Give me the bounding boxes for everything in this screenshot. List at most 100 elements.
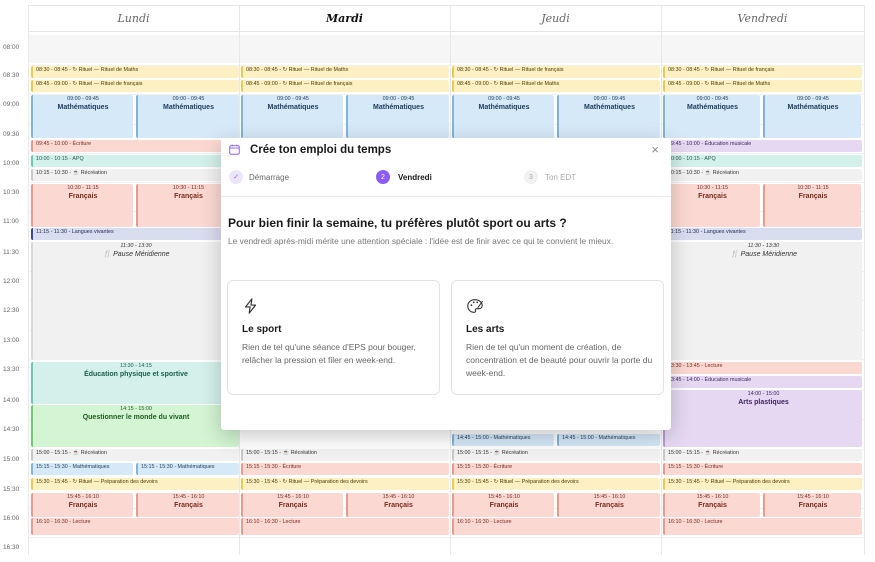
calendar-event[interactable]: 15:45 - 16:10 Français [136, 493, 239, 517]
calendar-event[interactable]: 15:15 - 15:30 - Écriture [452, 463, 660, 475]
time-label: 11:00 [3, 218, 19, 225]
calendar-event[interactable]: 14:45 - 15:00 - Mathématiques [557, 434, 660, 446]
calendar-event[interactable]: 08:45 - 09:00 - ↻ Rituel — Rituel de fra… [31, 80, 239, 92]
calendar-event[interactable]: 09:00 - 09:45 Mathématiques [663, 95, 760, 138]
calendar-event[interactable]: 10:15 - 10:30 - ☕ Récréation [31, 169, 239, 181]
calendar-event[interactable]: 10:15 - 10:30 - ☕ Récréation [663, 169, 862, 181]
calendar-event[interactable]: 09:00 - 09:45 Mathématiques [763, 95, 861, 138]
calendar-event[interactable]: 10:00 - 10:15 - APQ [31, 155, 239, 167]
calendar-event[interactable]: 15:00 - 15:15 - ☕ Récréation [31, 449, 239, 461]
calendar-event[interactable]: 11:15 - 11:30 - Langues vivantes [663, 228, 862, 240]
event-title: Français [68, 193, 98, 200]
calendar-event[interactable]: 16:10 - 16:30 - Lecture [31, 518, 239, 535]
event-label: 09:45 - 10:00 - Éducation musicale [668, 141, 752, 147]
calendar-event[interactable]: 15:00 - 15:15 - ☕ Récréation [663, 449, 862, 461]
time-label: 12:30 [3, 307, 20, 314]
calendar-event[interactable]: 10:00 - 10:15 - APQ [663, 155, 862, 167]
event-title: Français [68, 502, 98, 509]
calendar-event[interactable]: 15:00 - 15:15 - ☕ Récréation [241, 449, 449, 461]
event-label: 10:00 - 10:15 - APQ [668, 156, 716, 162]
event-label: 08:30 - 08:45 - ↻ Rituel — Rituel de fra… [668, 67, 775, 73]
calendar-event[interactable]: 08:45 - 09:00 - ↻ Rituel — Rituel de Mat… [663, 80, 862, 92]
event-time: 14:15 - 15:00 [120, 406, 152, 412]
event-label: 15:00 - 15:15 - ☕ Récréation [668, 450, 739, 456]
calendar-event[interactable]: 15:00 - 15:15 - ☕ Récréation [452, 449, 660, 461]
calendar-event[interactable]: 09:00 - 09:45 Mathématiques [452, 95, 554, 138]
calendar-event[interactable]: 14:45 - 15:00 - Mathématiques [452, 434, 554, 446]
calendar-event[interactable]: 15:45 - 16:10 Français [241, 493, 343, 517]
wizard-stepper: ✓ Démarrage 2 Vendredi 3 Ton EDT [221, 166, 671, 190]
calendar-event[interactable]: 08:30 - 08:45 - ↻ Rituel — Rituel de Mat… [241, 66, 449, 78]
step-label-vendredi[interactable]: Vendredi [398, 173, 432, 182]
event-label: 15:15 - 15:30 - Écriture [457, 464, 513, 470]
calendar-event[interactable]: 15:45 - 16:10 Français [31, 493, 133, 517]
event-label: 15:30 - 15:45 - ↻ Rituel — Préparation d… [246, 479, 368, 485]
calendar-event[interactable]: 10:30 - 11:15 Français [763, 184, 861, 227]
calendar-event[interactable]: 08:30 - 08:45 - ↻ Rituel — Rituel de Mat… [31, 66, 239, 78]
event-time: 09:00 - 09:45 [172, 96, 205, 102]
option-card-sport[interactable]: Le sport Rien de tel qu'une séance d'EPS… [227, 280, 440, 395]
calendar-event[interactable]: 14:00 - 15:00 Arts plastiques [663, 390, 862, 447]
calendar-event[interactable]: 10:30 - 11:15 Français [663, 184, 760, 227]
event-label: 15:30 - 15:45 - ↻ Rituel — Préparation d… [668, 479, 790, 485]
calendar-event[interactable]: 16:10 - 16:30 - Lecture [663, 518, 862, 535]
calendar-event[interactable]: 15:45 - 16:10 Français [557, 493, 660, 517]
event-title: Arts plastiques [738, 399, 789, 406]
calendar-event[interactable]: 15:45 - 16:10 Français [663, 493, 760, 517]
event-label: 15:30 - 15:45 - ↻ Rituel — Préparation d… [36, 479, 158, 485]
calendar-event[interactable]: 09:00 - 09:45 Mathématiques [136, 95, 239, 138]
calendar-event[interactable]: 09:45 - 10:00 - Écriture [31, 140, 239, 152]
calendar-event[interactable]: 15:15 - 15:30 - Écriture [241, 463, 449, 475]
event-label: 08:45 - 09:00 - ↻ Rituel — Rituel de Mat… [668, 81, 771, 87]
calendar-event[interactable]: 14:15 - 15:00 Questionner le monde du viv… [31, 405, 239, 447]
day-header-lundi: Lundi [28, 5, 239, 32]
step-label-demarrage[interactable]: Démarrage [249, 173, 290, 182]
calendar-event[interactable]: 15:30 - 15:45 - ↻ Rituel — Préparation d… [663, 478, 862, 490]
calendar-event[interactable]: 08:30 - 08:45 - ↻ Rituel — Rituel de fra… [452, 66, 660, 78]
calendar-event[interactable]: 11:30 - 13:30 🍴 Pause Méridienne [31, 242, 239, 360]
calendar-event[interactable]: 15:15 - 15:30 - Mathématiques [31, 463, 133, 475]
option-card-arts[interactable]: Les arts Rien de tel qu'un moment de cré… [451, 280, 664, 395]
time-label: 08:00 [3, 44, 20, 51]
calendar-event[interactable]: 13:45 - 14:00 - Éducation musicale [663, 376, 862, 388]
calendar-event[interactable]: 08:45 - 09:00 - ↻ Rituel — Rituel de fra… [241, 80, 449, 92]
dialog-title: Crée ton emploi du temps [250, 144, 392, 156]
close-icon[interactable]: × [651, 142, 659, 157]
calendar-event[interactable]: 09:00 - 09:45 Mathématiques [557, 95, 660, 138]
calendar-event[interactable]: 15:15 - 15:30 - Mathématiques [136, 463, 239, 475]
calendar-event[interactable]: 15:45 - 16:10 Français [346, 493, 449, 517]
event-title: 🍴 Pause Méridienne [729, 251, 798, 258]
day-header-vendredi: Vendredi [661, 5, 864, 32]
event-title: Français [174, 193, 203, 200]
calendar-event[interactable]: 10:30 - 11:15 Français [31, 184, 133, 227]
calendar-event[interactable]: 16:10 - 16:30 - Lecture [452, 518, 660, 535]
event-label: 15:30 - 15:45 - ↻ Rituel — Préparation d… [457, 479, 579, 485]
step-label-ton-edt[interactable]: Ton EDT [545, 173, 577, 182]
calendar-event[interactable]: 15:30 - 15:45 - ↻ Rituel — Préparation d… [452, 478, 660, 490]
calendar-event[interactable]: 13:30 - 14:15 Éducation physique et sport… [31, 362, 239, 404]
event-title: Français [489, 502, 519, 509]
calendar-event[interactable]: 09:00 - 09:45 Mathématiques [241, 95, 343, 138]
calendar-event[interactable]: 09:45 - 10:00 - Éducation musicale [663, 140, 862, 152]
calendar-event[interactable]: 09:00 - 09:45 Mathématiques [346, 95, 449, 138]
calendar-event[interactable]: 09:00 - 09:45 Mathématiques [31, 95, 133, 138]
event-label: 09:45 - 10:00 - Écriture [36, 141, 92, 147]
event-label: 10:15 - 10:30 - ☕ Récréation [36, 170, 107, 176]
calendar-event[interactable]: 15:15 - 15:30 - Écriture [663, 463, 862, 475]
palette-icon [467, 299, 484, 313]
calendar-event[interactable]: 13:30 - 13:45 - Lecture [663, 362, 862, 374]
calendar-event[interactable]: 16:10 - 16:30 - Lecture [241, 518, 449, 535]
calendar-event[interactable]: 08:30 - 08:45 - ↻ Rituel — Rituel de fra… [663, 66, 862, 78]
calendar-event[interactable]: 15:30 - 15:45 - ↻ Rituel — Préparation d… [241, 478, 449, 490]
step-number-next: 3 [524, 170, 538, 184]
event-title: Mathématiques [373, 104, 424, 111]
calendar-event[interactable]: 11:30 - 13:30 🍴 Pause Méridienne [663, 242, 862, 360]
event-label: 16:10 - 16:30 - Lecture [246, 519, 301, 525]
calendar-event[interactable]: 15:45 - 16:10 Français [452, 493, 554, 517]
question-subtitle: Le vendredi après-midi mérite une attent… [228, 236, 614, 246]
calendar-event[interactable]: 11:15 - 11:30 - Langues vivantes [31, 228, 239, 240]
time-label: 14:00 [3, 397, 20, 404]
calendar-event[interactable]: 08:45 - 09:00 - ↻ Rituel — Rituel de Mat… [452, 80, 660, 92]
calendar-event[interactable]: 15:45 - 16:10 Français [763, 493, 861, 517]
calendar-event[interactable]: 15:30 - 15:45 - ↻ Rituel — Préparation d… [31, 478, 239, 490]
